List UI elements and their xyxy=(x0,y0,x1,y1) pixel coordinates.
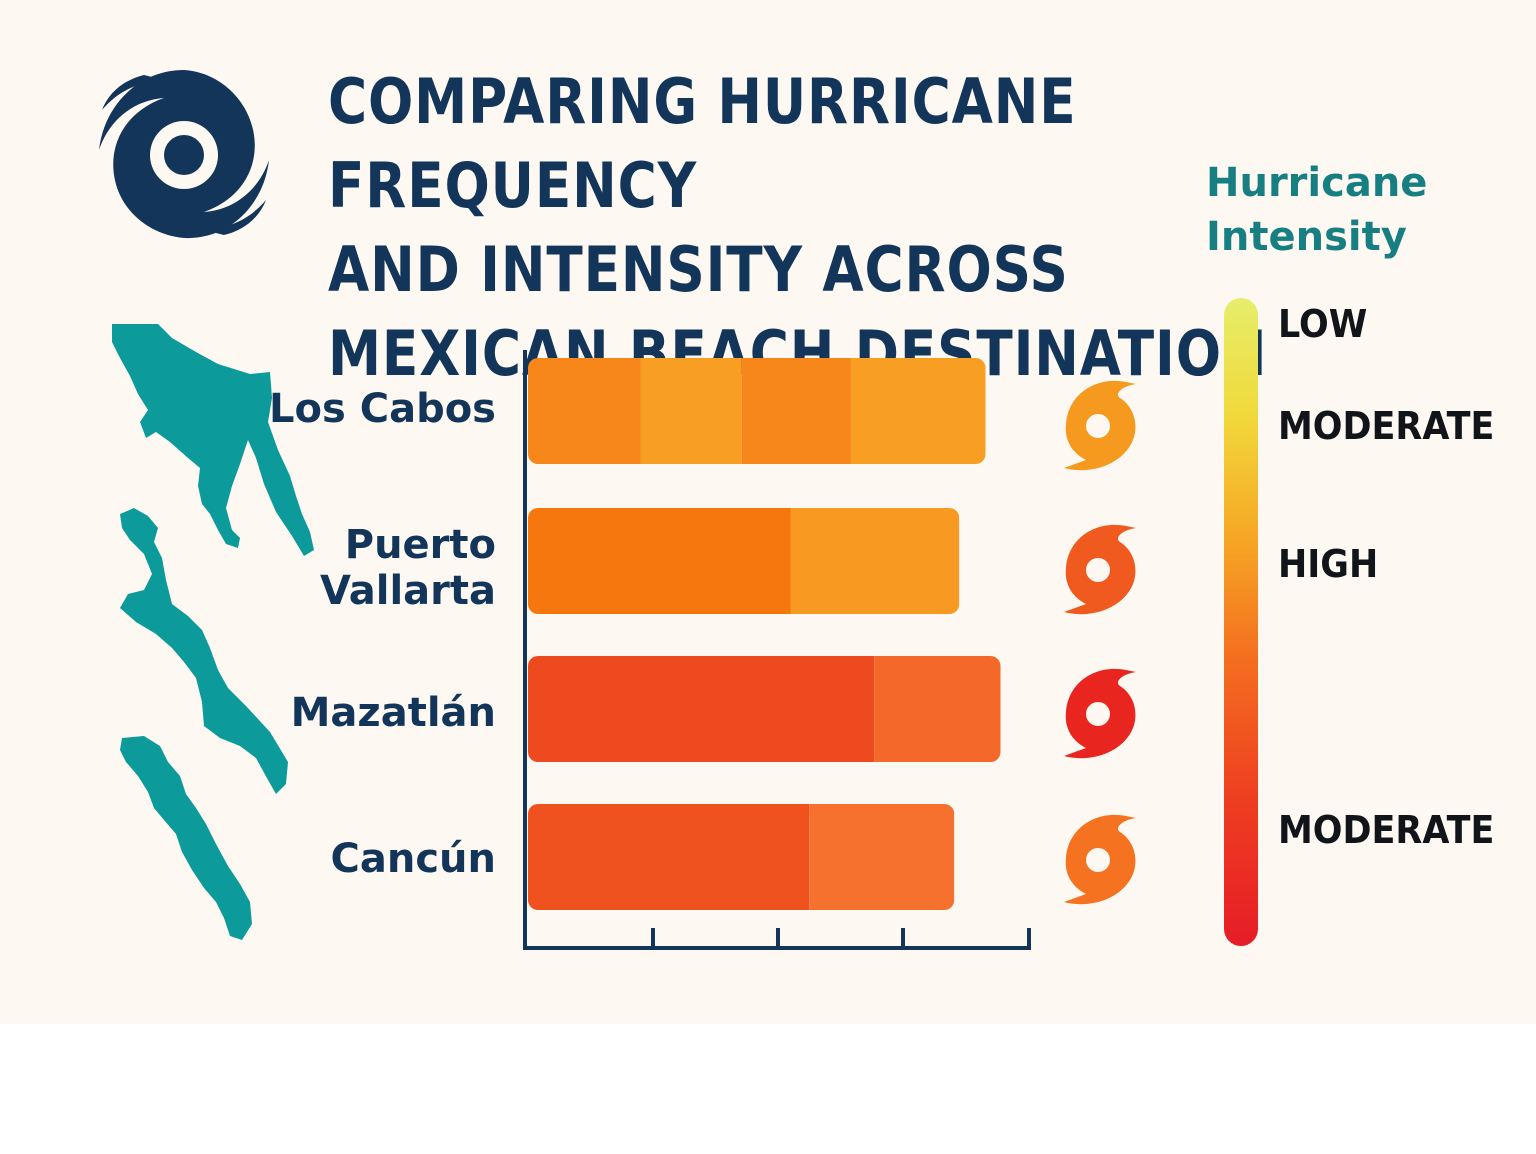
mexico-coast-map xyxy=(112,324,314,940)
bar-mazatlán xyxy=(528,656,1001,762)
category-label-puerto-vallarta: Puerto Vallarta xyxy=(319,522,496,614)
bar-segment xyxy=(528,508,791,614)
bar-segment xyxy=(850,358,986,464)
bar-segment xyxy=(790,508,960,614)
bar-segment xyxy=(528,804,810,910)
scale-label-low: LOW xyxy=(1278,302,1368,346)
bar-segment xyxy=(809,804,955,910)
scale-label-moderate: MODERATE xyxy=(1278,404,1495,448)
bar-segment xyxy=(741,358,851,464)
hurricane-icon xyxy=(1064,380,1136,471)
hurricane-icon xyxy=(1064,668,1136,759)
bar-chart-plot xyxy=(523,350,1031,950)
scale-label-high: HIGH xyxy=(1278,542,1379,586)
bar-segment xyxy=(528,656,875,762)
category-label-cancun: Cancún xyxy=(330,836,497,882)
scale-label-moderate-lower: MODERATE xyxy=(1278,808,1495,852)
infographic-canvas: COMPARING HURRICANE FREQUENCY AND INTENS… xyxy=(0,0,1536,1024)
bar-cancún xyxy=(528,804,955,910)
bar-segment xyxy=(874,656,1001,762)
bar-los-cabos xyxy=(528,358,986,464)
hurricane-logo-icon xyxy=(99,70,269,239)
legend-title: Hurricane Intensity xyxy=(1206,160,1428,260)
category-label-mazatlan: Mazatlán xyxy=(290,690,496,736)
bar-puerto-vallarta xyxy=(528,508,960,614)
hurricane-icon xyxy=(1064,814,1136,905)
category-label-los-cabos: Los Cabos xyxy=(269,386,496,432)
bar-segment xyxy=(640,358,742,464)
bar-segment xyxy=(528,358,641,464)
intensity-color-scale xyxy=(1224,298,1258,946)
hurricane-icon xyxy=(1064,524,1136,615)
